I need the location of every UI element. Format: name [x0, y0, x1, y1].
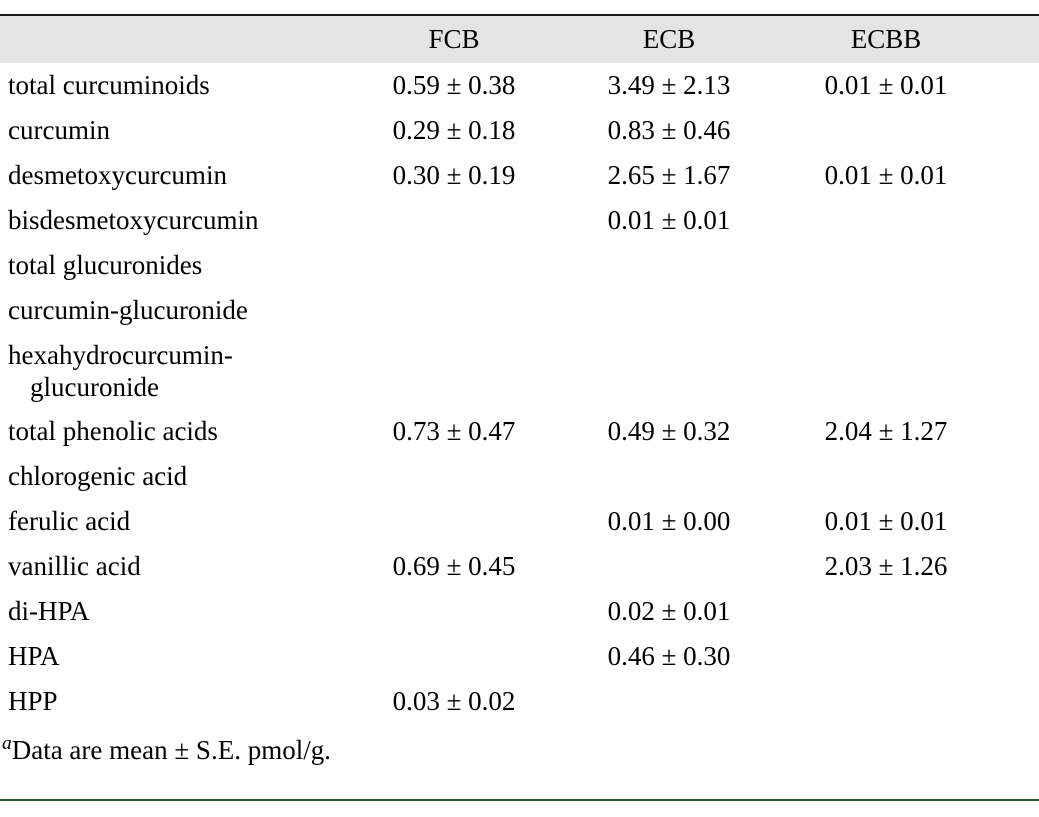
value-cell: 0.01 ± 0.00: [607, 506, 731, 537]
row-label: vanillic acid: [8, 551, 141, 582]
column-header-ecbb: ECBB: [850, 24, 922, 54]
row-label: desmetoxycurcumin: [8, 159, 227, 190]
table-row: total phenolic acids 0.73 ± 0.47 0.49 ± …: [0, 410, 1039, 455]
value-cell: 2.03 ± 1.26: [824, 551, 948, 582]
table-row: hexahydrocurcumin-glucuronide: [0, 333, 1039, 410]
footnote-marker: a: [2, 732, 12, 754]
row-label: chlorogenic acid: [8, 461, 188, 492]
table-top-rule: [0, 14, 1039, 16]
table-row: HPP 0.03 ± 0.02: [0, 680, 1039, 725]
value-cell: 0.83 ± 0.46: [607, 114, 731, 145]
row-label: hexahydrocurcumin-glucuronide: [8, 339, 233, 403]
table-row: vanillic acid 0.69 ± 0.45 2.03 ± 1.26: [0, 545, 1039, 590]
table-row: di-HPA 0.02 ± 0.01: [0, 590, 1039, 635]
footnote-text: Data are mean ± S.E. pmol/g.: [11, 734, 331, 765]
value-cell: 0.01 ± 0.01: [824, 159, 948, 190]
value-cell: 0.30 ± 0.19: [392, 159, 516, 190]
table-row: curcumin-glucuronide: [0, 288, 1039, 333]
row-label: HPA: [8, 641, 60, 672]
value-cell: 3.49 ± 2.13: [607, 69, 731, 100]
table-row: HPA 0.46 ± 0.30: [0, 635, 1039, 680]
table-row: total curcuminoids 0.59 ± 0.38 3.49 ± 2.…: [0, 63, 1039, 108]
row-label: di-HPA: [8, 596, 90, 627]
value-cell: 0.69 ± 0.45: [392, 551, 516, 582]
row-label: curcumin: [8, 114, 110, 145]
row-label: total glucuronides: [8, 249, 203, 280]
row-label: total phenolic acids: [8, 416, 218, 447]
value-cell: 0.29 ± 0.18: [392, 114, 516, 145]
table-header-row: FCB ECB ECBB: [0, 16, 1039, 63]
data-table: FCB ECB ECBB total curcuminoids 0.59 ± 0…: [0, 14, 1039, 766]
table-row: total glucuronides: [0, 243, 1039, 288]
column-header-ecb: ECB: [642, 24, 696, 54]
table-row: curcumin 0.29 ± 0.18 0.83 ± 0.46: [0, 108, 1039, 153]
table-row: ferulic acid 0.01 ± 0.00 0.01 ± 0.01: [0, 500, 1039, 545]
value-cell: 0.49 ± 0.32: [607, 416, 731, 447]
value-cell: 0.01 ± 0.01: [824, 69, 948, 100]
row-label: total curcuminoids: [8, 69, 210, 100]
row-label: ferulic acid: [8, 506, 131, 537]
table-row: desmetoxycurcumin 0.30 ± 0.19 2.65 ± 1.6…: [0, 153, 1039, 198]
value-cell: 0.03 ± 0.02: [392, 686, 516, 717]
value-cell: 0.02 ± 0.01: [607, 596, 731, 627]
value-cell: 0.46 ± 0.30: [607, 641, 731, 672]
row-label: curcumin-glucuronide: [8, 294, 248, 325]
table-row: bisdesmetoxycurcumin 0.01 ± 0.01: [0, 198, 1039, 243]
table-footnote: aData are mean ± S.E. pmol/g.: [0, 732, 1039, 766]
row-label: bisdesmetoxycurcumin: [8, 204, 259, 235]
column-header-fcb: FCB: [428, 24, 480, 54]
value-cell: 0.73 ± 0.47: [392, 416, 516, 447]
value-cell: 0.01 ± 0.01: [824, 506, 948, 537]
value-cell: 2.65 ± 1.67: [607, 159, 731, 190]
page-bottom-rule: [0, 799, 1039, 801]
value-cell: 0.01 ± 0.01: [607, 204, 731, 235]
value-cell: 0.59 ± 0.38: [392, 69, 516, 100]
value-cell: 2.04 ± 1.27: [824, 416, 948, 447]
table-row: chlorogenic acid: [0, 455, 1039, 500]
row-label: HPP: [8, 686, 58, 717]
